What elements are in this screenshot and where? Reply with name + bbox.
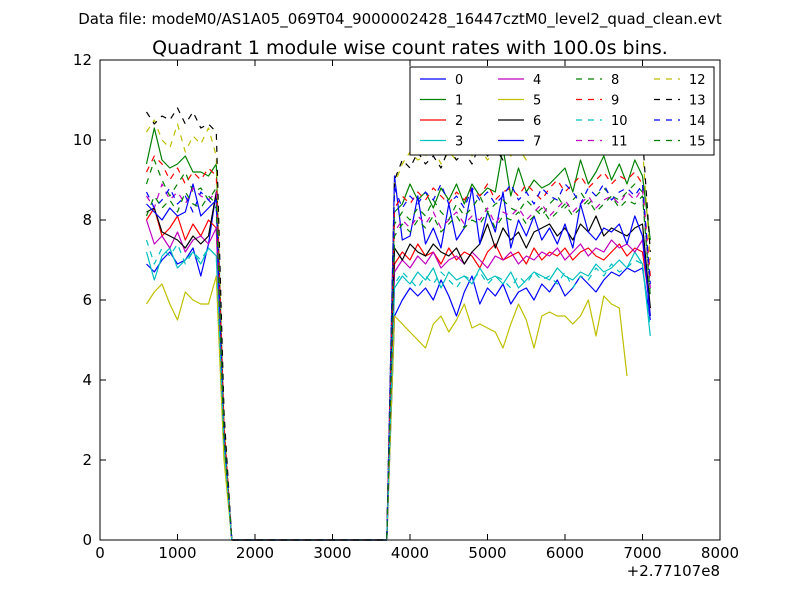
legend-label-6: 6 [533,114,541,129]
chart-title: Quadrant 1 module wise count rates with … [152,37,668,59]
series-layer [145,107,651,541]
x-tick-label: 3000 [313,544,351,562]
x-tick-label: 6000 [546,544,584,562]
legend-label-11: 11 [611,135,628,150]
legend-label-8: 8 [611,73,619,88]
legend-label-2: 2 [455,114,463,129]
legend-label-7: 7 [533,135,541,150]
x-tick-label: 4000 [391,544,429,562]
x-tick-label: 5000 [468,544,506,562]
x-tick-label: 1000 [158,544,196,562]
y-tick-label: 4 [82,371,92,389]
series-line-9 [145,155,651,541]
y-tick-label: 10 [73,131,92,149]
legend-label-10: 10 [611,114,628,129]
legend-label-4: 4 [533,73,541,88]
legend-label-5: 5 [533,94,541,109]
legend-label-1: 1 [455,94,463,109]
x-tick-label: 7000 [623,544,661,562]
x-tick-label: 8000 [701,544,739,562]
y-tick-label: 8 [82,211,92,229]
legend-label-13: 13 [689,94,706,109]
y-tick-label: 12 [73,51,92,69]
x-tick-label: 2000 [236,544,274,562]
legend-label-14: 14 [689,114,706,129]
chart-suptitle: Data file: modeM0/AS1A05_069T04_90000024… [78,10,722,29]
y-tick-label: 6 [82,291,92,309]
legend-label-15: 15 [689,135,706,150]
legend-label-12: 12 [689,73,706,88]
legend-box [409,66,715,156]
legend-label-3: 3 [455,135,463,150]
x-tick-label: 0 [95,544,105,562]
axes-layer: 0 1000 2000 3000 4000 5000 6000 7000 80000246810… [73,51,739,562]
legend-label-0: 0 [455,73,463,88]
legend-label-9: 9 [611,94,619,109]
x-axis-offset-label: +2.77107e8 [627,562,720,580]
y-tick-label: 2 [82,451,92,469]
y-tick-label: 0 [82,531,92,549]
